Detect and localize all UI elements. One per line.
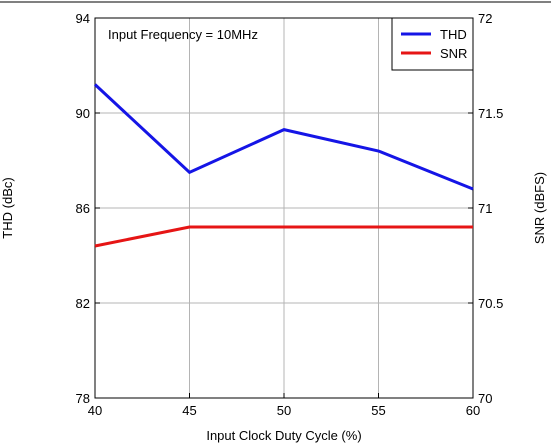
y-right-tick-labels: 70 70.5 71 71.5 72: [478, 11, 503, 406]
y-left-tick-label-90: 90: [76, 106, 90, 121]
y-right-tick-label-71: 71: [478, 201, 492, 216]
x-tick-label-50: 50: [277, 403, 291, 418]
x-tick-label-60: 60: [466, 403, 480, 418]
y-right-tick-label-72: 72: [478, 11, 492, 26]
legend-label-snr: SNR: [440, 46, 467, 61]
x-tick-labels: 40 45 50 55 60: [88, 403, 480, 418]
y-left-tick-labels: 78 82 86 90 94: [76, 11, 90, 406]
x-tick-label-55: 55: [371, 403, 385, 418]
y-left-tick-label-86: 86: [76, 201, 90, 216]
y-left-tick-label-82: 82: [76, 296, 90, 311]
legend-box: [391, 17, 474, 71]
legend-label-thd: THD: [440, 27, 467, 42]
y-right-tick-label-71.5: 71.5: [478, 106, 503, 121]
y-right-tick-label-70: 70: [478, 391, 492, 406]
x-axis-label: Input Clock Duty Cycle (%): [206, 428, 361, 443]
series-lines: [93, 83, 474, 248]
y-right-axis-label: SNR (dBFS): [532, 172, 547, 244]
legend: THD SNR: [391, 17, 474, 71]
y-left-axis-label: THD (dBc): [0, 177, 15, 238]
series-line-thd: [93, 83, 474, 191]
x-tick-label-45: 45: [182, 403, 196, 418]
y-left-tick-label-78: 78: [76, 391, 90, 406]
x-tick-label-40: 40: [88, 403, 102, 418]
y-right-tick-label-70.5: 70.5: [478, 296, 503, 311]
annotation: Input Frequency = 10MHz: [108, 27, 258, 42]
grid-lines: [95, 18, 473, 398]
y-left-tick-label-94: 94: [76, 11, 90, 26]
series-line-snr: [94, 225, 473, 248]
